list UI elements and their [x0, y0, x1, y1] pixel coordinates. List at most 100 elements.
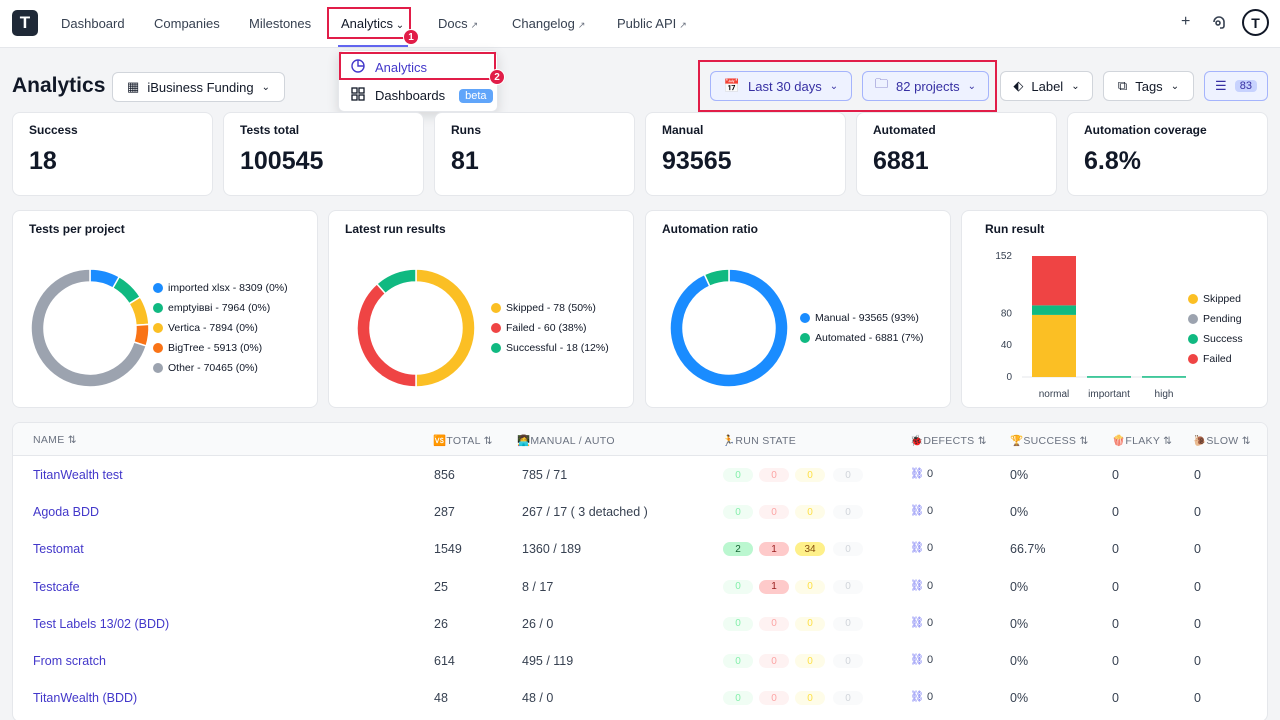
tags-select[interactable]: ⧉ Tags ⌄	[1103, 71, 1194, 101]
legend-item: emptyiвві - 7964 (0%)	[153, 298, 288, 318]
table-row[interactable]: From scratch 614 495 / 119 0 0 0 0 ⛓ 0 0% 0 0	[13, 642, 1267, 679]
filter-button[interactable]: ☰ 83	[1204, 71, 1268, 101]
legend-item: BigTree - 5913 (0%)	[153, 338, 288, 358]
project-name-link[interactable]: Test Labels 13/02 (BDD)	[33, 616, 170, 631]
table-row[interactable]: TitanWealth (BDD) 48 48 / 0 0 0 0 0 ⛓ 0 0% 0 0	[13, 679, 1267, 716]
column-header-total[interactable]: 🆚TOTAL ⇅	[433, 434, 493, 447]
run-state-pill: 0	[723, 579, 753, 594]
link-icon: ⛓	[910, 691, 928, 704]
legend-dot	[800, 333, 810, 343]
company-select[interactable]: ▦ iBusiness Funding ⌄	[112, 72, 285, 102]
project-name-link[interactable]: From scratch	[33, 654, 106, 668]
success-cell: 0%	[1010, 616, 1029, 631]
avatar[interactable]: T	[1242, 9, 1269, 36]
app-logo[interactable]: T	[12, 10, 38, 36]
nav-milestones[interactable]: Milestones	[249, 16, 312, 31]
run-state-pill: 0	[723, 654, 753, 668]
total-cell: 48	[434, 691, 448, 706]
table-row[interactable]: Agoda BDD 287 267 / 17 ( 3 detached ) 0 0 0 0 ⛓…	[13, 493, 1267, 530]
column-header-success[interactable]: 🏆SUCCESS ⇅	[1010, 434, 1089, 447]
success-cell: 0%	[1010, 468, 1029, 482]
project-name-link[interactable]: Testcafe	[33, 579, 80, 594]
flaky-cell: 0	[1112, 654, 1119, 668]
table-row[interactable]: Testcafe 25 8 / 17 0 1 0 0 ⛓ 0 0% 0 0	[13, 568, 1267, 605]
run-state-pill: 0	[795, 654, 825, 668]
defects-count: 0	[927, 691, 934, 704]
plus-icon[interactable]: +	[1181, 13, 1191, 30]
column-header-slow[interactable]: 🐌SLOW ⇅	[1193, 434, 1251, 447]
defects-cell[interactable]: ⛓ 0	[910, 689, 933, 703]
headset-icon[interactable]	[1212, 14, 1226, 35]
nav-docs[interactable]: Docs ↗	[438, 16, 478, 31]
slow-cell: 0	[1194, 654, 1201, 668]
column-header-manual-auto: 👩‍💻MANUAL / AUTO	[517, 435, 615, 447]
project-name-link[interactable]: Testomat	[33, 542, 84, 557]
nav-changelog[interactable]: Changelog ↗	[512, 16, 585, 31]
defects-cell[interactable]: ⛓ 0	[910, 652, 933, 666]
chevron-down-icon: ⌄	[967, 80, 976, 92]
nav-dashboard[interactable]: Dashboard	[61, 16, 125, 31]
project-name-link[interactable]: TitanWealth test	[33, 468, 123, 482]
project-name-link[interactable]: TitanWealth (BDD)	[33, 691, 138, 706]
card-latest-run-results: Latest run results Skipped - 78 (50%) Fa…	[328, 210, 634, 408]
projects-select[interactable]: 🗀 82 projects ⌄	[862, 71, 989, 101]
nav-public-api[interactable]: Public API ↗	[617, 16, 687, 31]
label-select[interactable]: ⬖ Label ⌄	[1000, 71, 1093, 101]
defects-cell[interactable]: ⛓ 0	[910, 615, 933, 629]
column-header-flaky[interactable]: 🍿FLAKY ⇅	[1112, 434, 1172, 447]
chevron-down-icon: ⌄	[393, 20, 405, 31]
total-cell: 856	[434, 468, 455, 482]
defects-cell[interactable]: ⛓ 0	[910, 466, 933, 480]
run-state-pill: 0	[795, 505, 825, 520]
legend-item: Automated - 6881 (7%)	[800, 328, 924, 348]
column-header-defects[interactable]: 🐞DEFECTS ⇅	[910, 434, 987, 447]
donut-slice-automated	[703, 268, 730, 288]
total-cell: 287	[434, 505, 455, 520]
page-title: Analytics	[12, 74, 106, 97]
defects-count: 0	[927, 468, 934, 480]
date-range-select[interactable]: 📅 Last 30 days ⌄	[710, 71, 852, 101]
dropdown-item-analytics-label: Analytics	[375, 60, 428, 75]
flaky-cell: 0	[1112, 579, 1119, 594]
run-state-pill: 0	[833, 691, 863, 706]
column-header-name[interactable]: NAME ⇅	[33, 434, 77, 446]
run-state-pill: 0	[759, 505, 789, 520]
success-cell: 0%	[1010, 579, 1029, 594]
table-row[interactable]: Testomat 1549 1360 / 189 2 1 34 0 ⛓ 0 66.7% 0 0	[13, 530, 1267, 567]
manual-auto-cell: 495 / 119	[522, 654, 574, 668]
donut-slice-failed	[356, 282, 417, 388]
header-label: 🐞DEFECTS	[910, 435, 975, 447]
column-header-run-state: 🏃RUN STATE	[722, 435, 797, 447]
total-cell: 614	[434, 654, 455, 668]
nav-analytics[interactable]: Analytics ⌄	[341, 16, 404, 31]
defects-count: 0	[927, 579, 934, 592]
legend-dot	[491, 303, 501, 313]
label-select-label: Label	[1031, 78, 1064, 94]
defects-cell[interactable]: ⛓ 0	[910, 578, 933, 592]
defects-count: 0	[927, 505, 934, 518]
project-name-link[interactable]: Agoda BDD	[33, 505, 100, 520]
nav-companies[interactable]: Companies	[154, 16, 220, 31]
dropdown-item-analytics[interactable]: Analytics	[351, 59, 427, 76]
dropdown-item-dashboards[interactable]: Dashboards beta	[351, 87, 493, 104]
stat-label: Automation coverage	[1084, 123, 1207, 137]
flaky-cell: 0	[1112, 616, 1119, 631]
bar-important-pending	[1087, 376, 1131, 378]
legend-label: BigTree - 5913 (0%)	[168, 342, 263, 354]
slow-cell: 0	[1194, 468, 1201, 482]
x-tick-label: important	[1088, 389, 1130, 400]
defects-count: 0	[927, 542, 934, 555]
stat-card-automation-coverage: Automation coverage 6.8%	[1067, 112, 1268, 196]
table-row[interactable]: TitanWealth test 856 785 / 71 0 0 0 0 ⛓ 0 0% 0 0	[13, 456, 1267, 493]
top-nav: T Dashboard Companies Milestones Analyti…	[0, 0, 1280, 48]
donut-slice-manual	[669, 268, 789, 388]
chevron-down-icon: ⌄	[1071, 80, 1080, 92]
defects-cell[interactable]: ⛓ 0	[910, 540, 933, 554]
legend-dot	[153, 343, 163, 353]
defects-cell[interactable]: ⛓ 0	[910, 503, 933, 517]
table-row[interactable]: Test Labels 13/02 (BDD) 26 26 / 0 0 0 0 0 ⛓ 0 0%…	[13, 605, 1267, 642]
link-icon: ⛓	[910, 468, 928, 480]
calendar-icon: 📅	[723, 78, 741, 93]
legend-label: Successful - 18 (12%)	[506, 342, 609, 354]
donut-slice-successful	[375, 268, 417, 295]
